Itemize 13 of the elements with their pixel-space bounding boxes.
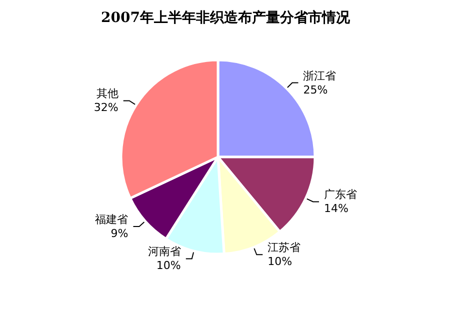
slice-label: 江苏省 xyxy=(268,241,301,254)
slice-label: 广东省 xyxy=(324,188,358,202)
data-label: 14% xyxy=(324,202,348,216)
slice-label: 河南省 xyxy=(148,245,181,258)
data-label: 9% xyxy=(110,226,128,240)
data-label: 25% xyxy=(303,83,328,96)
data-label: 32% xyxy=(94,101,118,114)
slice-label: 福建省 xyxy=(95,212,128,226)
chart-title: 2007年上半年非织造布产量分省市情况 xyxy=(101,9,351,26)
data-label: 10% xyxy=(268,255,292,268)
slice-label: 其他 xyxy=(96,87,118,100)
slice-label: 浙江省 xyxy=(303,69,336,82)
data-label: 10% xyxy=(156,259,181,272)
